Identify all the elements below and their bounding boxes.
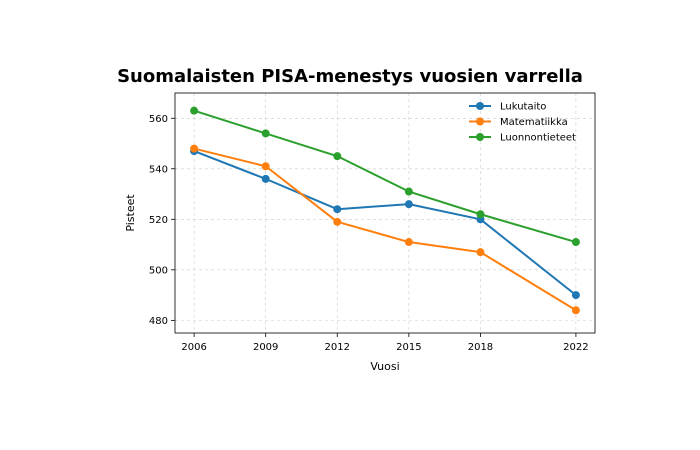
series-line-matematiikka bbox=[193, 147, 577, 312]
data-point-matematiikka bbox=[190, 144, 199, 153]
x-tick-label: 2012 bbox=[325, 342, 350, 353]
y-axis-label: Pisteet bbox=[124, 194, 137, 232]
x-tick-label: 2015 bbox=[396, 342, 421, 353]
y-tick-label: 520 bbox=[149, 215, 168, 226]
data-point-matematiikka bbox=[333, 217, 342, 226]
series-line-luonnontieteet bbox=[193, 109, 577, 244]
legend-label-lukutaito: Lukutaito bbox=[500, 102, 546, 113]
legend-marker-luonnontieteet bbox=[476, 133, 484, 141]
data-point-matematiikka bbox=[476, 248, 485, 257]
x-axis-label: Vuosi bbox=[370, 360, 399, 373]
plot-frame bbox=[174, 92, 596, 334]
y-tick-label: 500 bbox=[149, 265, 168, 276]
x-tick-label: 2022 bbox=[563, 342, 588, 353]
data-point-luonnontieteet bbox=[190, 106, 199, 115]
data-point-luonnontieteet bbox=[476, 210, 485, 219]
x-tick-label: 2006 bbox=[181, 342, 206, 353]
data-point-matematiikka bbox=[261, 162, 270, 171]
y-tick-label: 480 bbox=[149, 316, 168, 327]
x-tick-label: 2009 bbox=[253, 342, 278, 353]
grid bbox=[175, 93, 595, 333]
data-point-luonnontieteet bbox=[261, 129, 270, 138]
y-axis-ticks: 480 500 520 540 560 bbox=[149, 114, 175, 327]
data-point-luonnontieteet bbox=[333, 152, 342, 161]
y-tick-label: 540 bbox=[149, 164, 168, 175]
series-group bbox=[190, 106, 580, 315]
legend-marker-matematiikka bbox=[476, 117, 484, 126]
data-point-matematiikka bbox=[571, 306, 580, 315]
data-point-lukutaito bbox=[404, 200, 413, 209]
x-axis-ticks: 2006 2009 2012 2015 2018 2022 bbox=[181, 333, 589, 353]
legend-label-luonnontieteet: Luonnontieteet bbox=[500, 133, 576, 144]
legend-marker-lukutaito bbox=[476, 102, 484, 110]
series-line-lukutaito bbox=[193, 150, 577, 296]
legend: Lukutaito Matematiikka Luonnontieteet bbox=[469, 102, 576, 144]
legend-label-matematiikka: Matematiikka bbox=[500, 117, 568, 128]
data-point-luonnontieteet bbox=[571, 238, 580, 247]
data-point-lukutaito bbox=[261, 174, 270, 183]
y-tick-label: 560 bbox=[149, 114, 168, 125]
data-point-lukutaito bbox=[571, 291, 580, 300]
data-point-matematiikka bbox=[404, 238, 413, 247]
chart-title: Suomalaisten PISA-menestys vuosien varre… bbox=[117, 66, 583, 87]
data-point-lukutaito bbox=[333, 205, 342, 214]
x-tick-label: 2018 bbox=[468, 342, 493, 353]
data-point-luonnontieteet bbox=[404, 187, 413, 196]
